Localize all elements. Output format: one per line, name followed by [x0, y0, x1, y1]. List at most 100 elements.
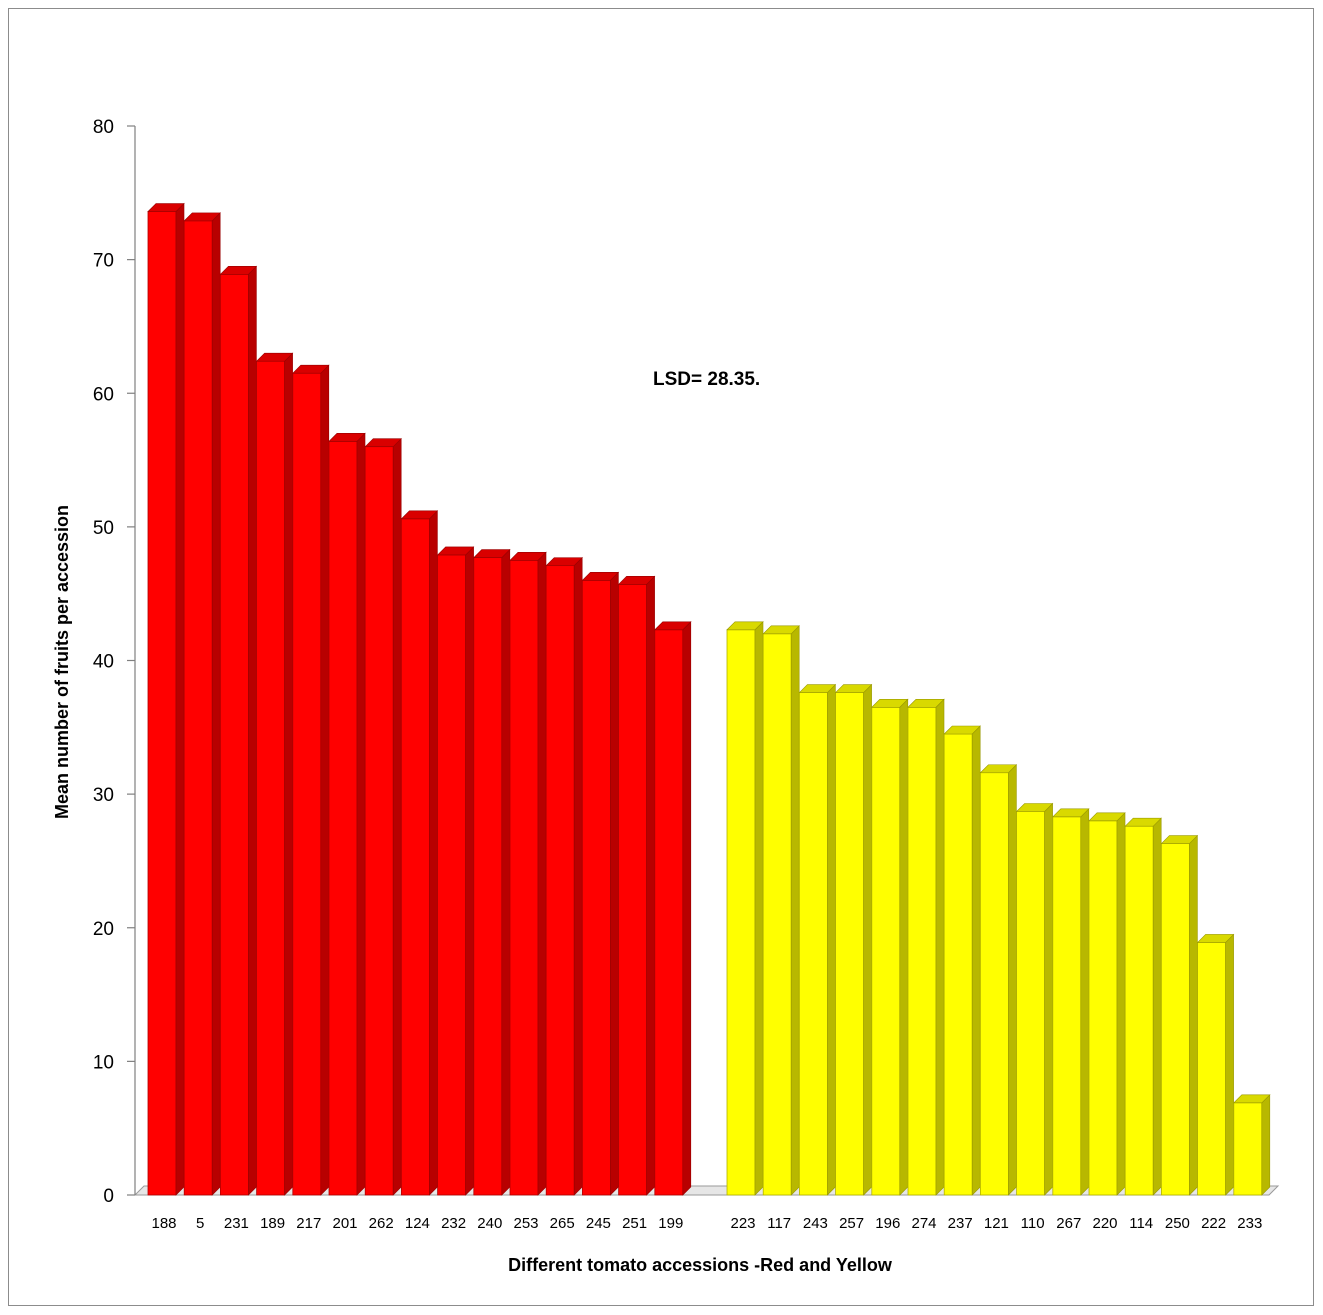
x-tick-label: 110 [1021, 1215, 1045, 1232]
bar-front [545, 565, 575, 1196]
bar-side [284, 352, 293, 1196]
bar-top [509, 551, 547, 561]
bar [364, 437, 402, 1196]
bar-side [646, 575, 655, 1196]
bar [255, 352, 294, 1196]
bar [1015, 802, 1054, 1196]
bar-side [537, 551, 547, 1196]
bar [581, 571, 620, 1196]
bar-top [871, 698, 909, 708]
x-axis-title: Different tomato accessions -Red and Yel… [508, 1255, 893, 1275]
bar-side [971, 725, 981, 1196]
bar [1196, 933, 1235, 1196]
y-tick-label: 20 [93, 919, 114, 940]
bar-front [437, 554, 467, 1196]
bar-front [871, 706, 901, 1196]
bars [147, 202, 1271, 1196]
bar [1124, 817, 1162, 1196]
y-tick-label: 80 [93, 117, 114, 138]
bar-top [1196, 934, 1235, 943]
x-tick-label: 117 [767, 1215, 791, 1232]
bar [545, 556, 583, 1196]
bar-side [320, 364, 330, 1196]
x-tick-label: 201 [332, 1215, 357, 1232]
bar-top [255, 352, 294, 362]
bar-front [726, 629, 756, 1196]
bar-side [356, 432, 366, 1196]
bar-top [1233, 1094, 1271, 1104]
bar-top [219, 266, 258, 275]
bar-side [392, 437, 402, 1196]
bar-side [465, 546, 474, 1196]
x-tick-label: 262 [369, 1215, 394, 1232]
bar-top [907, 698, 945, 708]
bar-top [617, 576, 656, 585]
bar-side [1189, 834, 1198, 1196]
bar [907, 698, 945, 1196]
bar-top [364, 438, 402, 448]
bar-front [1197, 942, 1226, 1196]
bar-front [1052, 816, 1082, 1196]
bar [871, 698, 909, 1196]
x-tick-label: 240 [477, 1215, 502, 1232]
bar-front [582, 579, 611, 1196]
bar-top [183, 212, 221, 222]
bar [1233, 1094, 1271, 1196]
bar-front [147, 211, 177, 1196]
bar-front [943, 733, 973, 1196]
y-tick-label: 60 [93, 384, 114, 405]
bar [219, 265, 258, 1196]
x-tick-label: 257 [839, 1215, 864, 1232]
bar-front [1161, 843, 1190, 1196]
x-tick-label: 253 [513, 1215, 538, 1232]
bar [328, 432, 366, 1196]
bar-side [1261, 1094, 1271, 1196]
x-tick-label: 196 [875, 1215, 900, 1232]
y-tick-label: 10 [93, 1052, 114, 1073]
bar-front [292, 372, 322, 1196]
bar [1160, 834, 1199, 1196]
bar [473, 548, 511, 1196]
y-axis: 0 10 20 30 40 50 60 70 80 [93, 117, 136, 1207]
bar-top [473, 549, 511, 558]
bar-side [248, 265, 257, 1196]
x-tick-label: 231 [224, 1215, 249, 1232]
bar-front [1124, 825, 1154, 1196]
x-axis-labels: 188 5 231 189 217 201 262 124 232 240 253 265 245 251… [151, 1215, 1262, 1232]
bar-side [1080, 808, 1090, 1196]
bar-side [429, 510, 438, 1196]
bar [509, 551, 547, 1196]
bar-front [473, 557, 503, 1196]
bar-front [1016, 811, 1045, 1196]
bar-front [328, 440, 358, 1196]
bar-side [1116, 812, 1126, 1196]
y-axis-title: Mean number of fruits per accession [52, 505, 72, 819]
y-tick-label: 50 [93, 518, 114, 539]
bar-side [682, 621, 692, 1196]
x-tick-label: 114 [1129, 1215, 1153, 1232]
x-tick-label: 222 [1201, 1215, 1226, 1232]
bar [436, 546, 475, 1196]
bar-side [935, 698, 945, 1196]
y-tick-label: 70 [93, 251, 114, 272]
bar-front [256, 360, 286, 1196]
x-tick-label: 237 [948, 1215, 973, 1232]
bar [943, 725, 981, 1196]
bar-side [1044, 802, 1053, 1196]
x-tick-label: 5 [196, 1215, 204, 1232]
bar-side [1152, 817, 1162, 1196]
bar-top [834, 684, 873, 693]
bar-front [654, 629, 684, 1196]
x-tick-label: 124 [405, 1215, 430, 1232]
bar-side [610, 571, 619, 1196]
bar [183, 212, 221, 1196]
bar [617, 575, 656, 1196]
x-tick-label: 233 [1237, 1215, 1262, 1232]
bar [762, 625, 800, 1196]
bar-top [147, 203, 185, 212]
bar-front [400, 518, 430, 1196]
bar-front [799, 692, 828, 1196]
bar [400, 510, 439, 1196]
bar-top [654, 621, 692, 631]
